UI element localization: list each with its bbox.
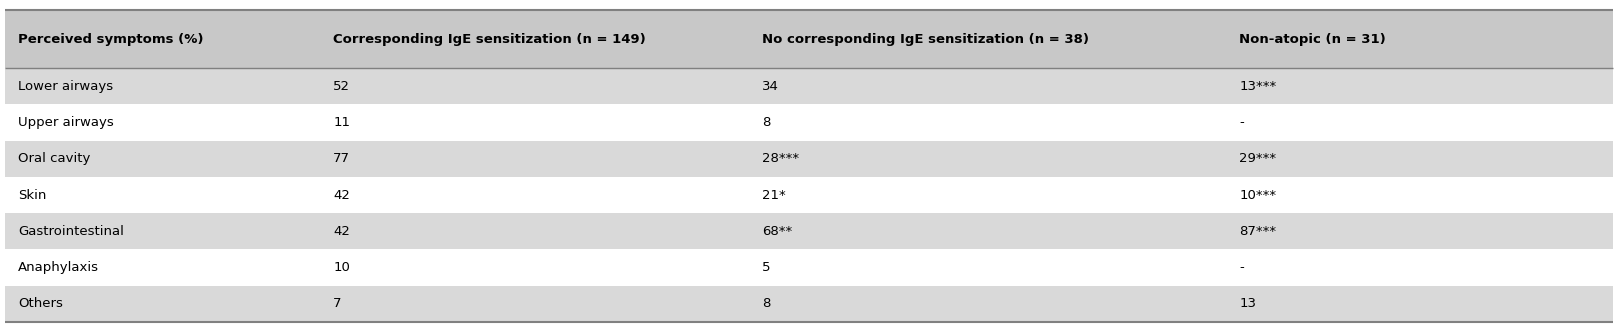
Text: 29***: 29*** — [1239, 152, 1277, 165]
Text: 87***: 87*** — [1239, 225, 1277, 238]
Text: 77: 77 — [333, 152, 351, 165]
Text: 8: 8 — [762, 116, 770, 129]
Text: 10: 10 — [333, 261, 349, 274]
Text: 28***: 28*** — [762, 152, 799, 165]
Text: 42: 42 — [333, 189, 349, 202]
Text: Corresponding IgE sensitization (n = 149): Corresponding IgE sensitization (n = 149… — [333, 33, 646, 45]
Bar — [5, 177, 1613, 213]
Bar — [5, 104, 1613, 141]
Text: Gastrointestinal: Gastrointestinal — [18, 225, 123, 238]
Text: 7: 7 — [333, 297, 341, 310]
Text: Oral cavity: Oral cavity — [18, 152, 91, 165]
Text: Non-atopic (n = 31): Non-atopic (n = 31) — [1239, 33, 1387, 45]
Text: 42: 42 — [333, 225, 349, 238]
Text: Skin: Skin — [18, 189, 47, 202]
Text: 5: 5 — [762, 261, 770, 274]
Text: 11: 11 — [333, 116, 351, 129]
Text: 52: 52 — [333, 80, 351, 93]
Text: 68**: 68** — [762, 225, 793, 238]
Text: 34: 34 — [762, 80, 778, 93]
Text: 8: 8 — [762, 297, 770, 310]
Text: 21*: 21* — [762, 189, 786, 202]
Text: -: - — [1239, 116, 1244, 129]
Bar — [5, 141, 1613, 177]
Bar — [5, 10, 1613, 68]
Text: Others: Others — [18, 297, 63, 310]
Text: Perceived symptoms (%): Perceived symptoms (%) — [18, 33, 204, 45]
Text: Anaphylaxis: Anaphylaxis — [18, 261, 99, 274]
Text: No corresponding IgE sensitization (n = 38): No corresponding IgE sensitization (n = … — [762, 33, 1089, 45]
Text: Lower airways: Lower airways — [18, 80, 113, 93]
Bar — [5, 286, 1613, 322]
Text: 10***: 10*** — [1239, 189, 1277, 202]
Text: 13***: 13*** — [1239, 80, 1277, 93]
Bar — [5, 213, 1613, 249]
Text: -: - — [1239, 261, 1244, 274]
Text: Upper airways: Upper airways — [18, 116, 113, 129]
Text: 13: 13 — [1239, 297, 1257, 310]
Bar — [5, 249, 1613, 286]
Bar — [5, 68, 1613, 104]
